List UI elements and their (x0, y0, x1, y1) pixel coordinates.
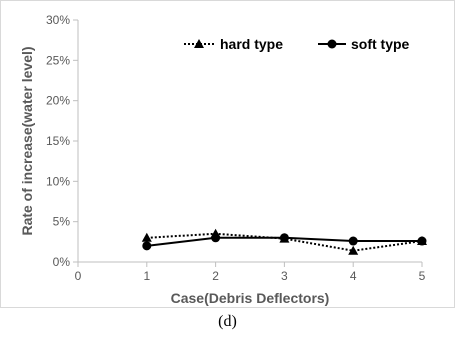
x-tick-label: 0 (75, 269, 82, 283)
y-tick-labels: 0% 5% 10% 15% 20% 25% 30% (46, 13, 70, 269)
y-tick-label: 15% (46, 134, 70, 148)
triangle-marker (194, 39, 204, 48)
x-tick-label: 1 (143, 269, 150, 283)
series-soft-type (142, 233, 427, 251)
axes (73, 19, 423, 267)
legend-item-hard-type: hard type (184, 36, 283, 52)
y-axis-title: Rate of increase(water level) (19, 46, 35, 235)
circle-marker (279, 233, 289, 243)
x-tick-label: 3 (281, 269, 288, 283)
chart-frame (0, 0, 455, 308)
legend-label: soft type (351, 36, 410, 52)
series-layer (141, 228, 427, 255)
triangle-marker (141, 232, 152, 242)
triangle-marker (348, 245, 359, 255)
circle-marker (348, 236, 358, 246)
y-tick-label: 30% (46, 13, 70, 27)
x-tick-labels: 0 1 2 3 4 5 (75, 269, 426, 283)
y-tick-label: 25% (46, 53, 70, 67)
circle-marker (327, 39, 337, 49)
x-tick-label: 4 (350, 269, 357, 283)
x-tick-label: 2 (212, 269, 219, 283)
legend-item-soft-type: soft type (318, 36, 410, 52)
y-tick-label: 0% (53, 255, 71, 269)
circle-marker (211, 233, 221, 243)
circle-marker (142, 241, 152, 251)
y-tick-label: 20% (46, 94, 70, 108)
figure-caption: (d) (218, 313, 237, 330)
y-tick-label: 5% (53, 215, 71, 229)
x-tick-label: 5 (419, 269, 426, 283)
line-chart: 0 1 2 3 4 5 0% 5% 10% 15% 20% 25% 30% hard type soft… (19, 13, 427, 306)
y-tick-label: 10% (46, 174, 70, 188)
circle-marker (417, 236, 427, 246)
x-axis-title: Case(Debris Deflectors) (171, 290, 330, 306)
legend-label: hard type (220, 36, 283, 52)
legend: hard type soft type (184, 36, 410, 52)
